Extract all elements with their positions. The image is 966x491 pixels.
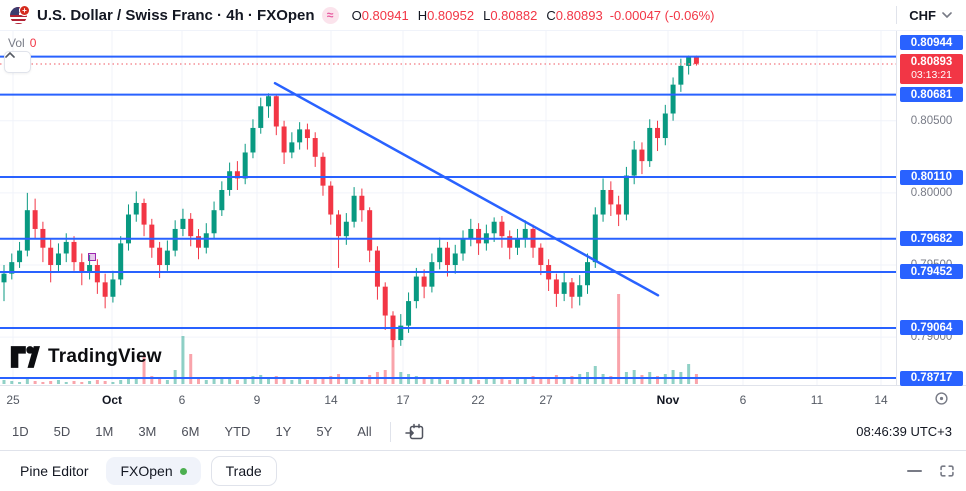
- tradingview-watermark: TradingView: [10, 344, 162, 370]
- delayed-data-icon[interactable]: ≈: [321, 6, 339, 24]
- broker-label: FXOpen: [120, 463, 173, 479]
- time-axis[interactable]: 25 Oct 6 9 14 17 22 27 Nov 6 11 14: [0, 385, 966, 413]
- price-level-badge: 0.80944: [900, 35, 963, 51]
- chart-canvas[interactable]: Vol 0 TradingView: [0, 31, 896, 386]
- ohlc-o: O0.80941: [351, 7, 409, 23]
- topbar-divider: [896, 6, 898, 24]
- candle-series: [1, 55, 699, 348]
- price-level-badge: 0.79682: [900, 231, 963, 247]
- clock[interactable]: 08:46:39 UTC+3: [856, 424, 952, 439]
- range-1y[interactable]: 1Y: [275, 424, 292, 439]
- tab-pine-editor[interactable]: Pine Editor: [20, 463, 89, 479]
- tab-trade[interactable]: Trade: [210, 456, 277, 486]
- price-level-badge: 0.80681: [900, 87, 963, 103]
- toolbar-divider: [389, 421, 391, 442]
- currency-label: CHF: [909, 7, 936, 23]
- price-level-badge: 0.78717: [900, 370, 963, 386]
- ohlc-l: L0.80882: [483, 7, 538, 23]
- time-axis-label: 9: [253, 393, 261, 407]
- range-ytd[interactable]: YTD: [224, 424, 251, 439]
- price-level-badge: 0.79064: [900, 320, 963, 336]
- time-axis-label: 14: [874, 393, 888, 407]
- price-level-badge: 0.79452: [900, 264, 963, 280]
- time-axis-label: Oct: [101, 393, 123, 407]
- tab-broker-fxopen[interactable]: FXOpen: [106, 457, 201, 485]
- grid-layer: [0, 31, 896, 386]
- range-6m[interactable]: 6M: [181, 424, 200, 439]
- restore-window-icon[interactable]: [940, 465, 954, 477]
- range-1m[interactable]: 1M: [95, 424, 114, 439]
- symbol-title[interactable]: U.S. Dollar / Swiss Franc · 4h · FXOpen: [37, 6, 315, 24]
- vol-label: Vol: [8, 36, 25, 50]
- ohlc-h: H0.80952: [417, 7, 475, 23]
- range-5d[interactable]: 5D: [53, 424, 71, 439]
- time-axis-label: 14: [324, 393, 338, 407]
- volume-bars: [2, 294, 698, 384]
- price-axis-tick: 0.80500: [910, 114, 953, 127]
- symbol-header: + U.S. Dollar / Swiss Franc · 4h · FXOpe…: [0, 0, 966, 30]
- range-buttons: 1D 5D 1M 3M 6M YTD 1Y 5Y All: [10, 421, 395, 442]
- chevron-down-icon: [942, 12, 952, 18]
- time-axis-label: 6: [178, 393, 186, 407]
- support-resistance-lines: [0, 55, 896, 380]
- calendar-arrow-icon: [404, 423, 423, 439]
- price-change: -0.00047 (-0.06%): [609, 7, 715, 23]
- drawing-anchor-point[interactable]: [88, 253, 96, 261]
- target-icon[interactable]: [934, 391, 949, 411]
- minimize-icon[interactable]: [907, 470, 922, 472]
- time-axis-label: 11: [810, 393, 824, 407]
- time-axis-label: 25: [6, 393, 20, 407]
- trade-label: Trade: [225, 463, 262, 479]
- range-all[interactable]: All: [357, 424, 372, 439]
- range-5y[interactable]: 5Y: [316, 424, 333, 439]
- usdchf-flag-icon: +: [10, 5, 30, 25]
- time-axis-label: Nov: [656, 393, 680, 407]
- watermark-text: TradingView: [48, 346, 162, 367]
- ohlc-values: O0.80941 H0.80952 L0.80882 C0.80893: [352, 8, 603, 23]
- bar-close-countdown: 03:13:21: [911, 69, 952, 81]
- ohlc-c: C0.80893: [546, 7, 603, 23]
- broker-connected-dot: [179, 467, 187, 475]
- volume-indicator-label: Vol 0: [8, 36, 36, 50]
- go-to-date-button[interactable]: [404, 422, 426, 442]
- range-1d[interactable]: 1D: [12, 424, 29, 439]
- range-3m[interactable]: 3M: [138, 424, 157, 439]
- bottom-tabbar: Pine Editor FXOpen Trade: [0, 451, 966, 491]
- time-axis-label: 17: [396, 393, 410, 407]
- time-axis-label: 6: [739, 393, 747, 407]
- current-price-badge: 0.80893 03:13:21: [900, 54, 963, 84]
- chevron-up-icon: [5, 52, 15, 58]
- currency-selector[interactable]: CHF: [905, 6, 956, 25]
- price-level-badge: 0.80110: [900, 169, 963, 185]
- descending-trendline[interactable]: [273, 81, 660, 297]
- collapse-pane-button[interactable]: [4, 51, 31, 73]
- tradingview-logo-icon: [10, 346, 40, 368]
- time-axis-label: 27: [539, 393, 553, 407]
- price-axis[interactable]: 0.805000.800000.795000.790000.809440.806…: [896, 31, 966, 386]
- vol-value: 0: [29, 36, 37, 50]
- candlestick-chart: [0, 31, 896, 386]
- range-toolbar: 1D 5D 1M 3M 6M YTD 1Y 5Y All 08:46:39 UTC+3: [0, 413, 966, 451]
- price-axis-tick: 0.80000: [910, 186, 953, 199]
- time-axis-label: 22: [471, 393, 485, 407]
